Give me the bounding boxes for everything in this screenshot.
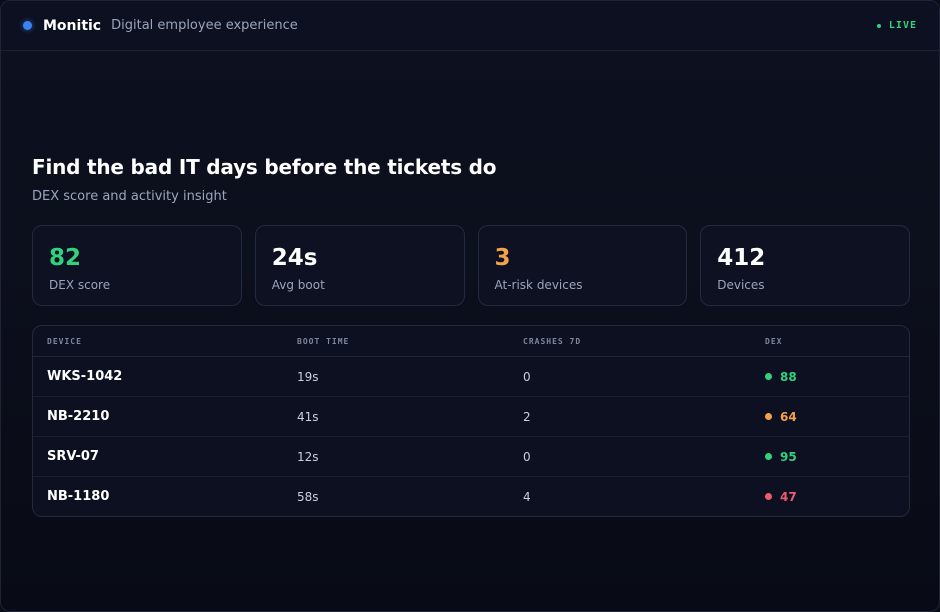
crash-count: 0 <box>509 436 751 477</box>
dex-score: 64 <box>765 410 909 424</box>
stat-label: Devices <box>717 278 765 292</box>
table-row[interactable]: NB-2210 41s 2 64 <box>33 396 909 437</box>
boot-time: 19s <box>283 356 509 397</box>
stat-label: DEX score <box>49 278 111 292</box>
device-name: SRV-07 <box>33 436 283 477</box>
boot-time: 58s <box>297 489 319 504</box>
status-dot-icon <box>765 413 772 420</box>
device-name: WKS-1042 <box>33 356 283 397</box>
table-row[interactable]: NB-1180 58s 4 47 <box>33 477 909 517</box>
brand-name[interactable]: Monitic <box>43 17 102 34</box>
live-label: LIVE <box>888 20 917 31</box>
dex-value: 95 <box>780 449 797 464</box>
brand-logo-dot-icon <box>23 21 32 30</box>
status-dot-icon <box>765 373 772 380</box>
stat-value: 3 <box>494 245 511 271</box>
column-header-crashes[interactable]: CRASHES 7D <box>509 326 751 357</box>
dex-value: 47 <box>780 489 797 504</box>
crash-count: 0 <box>509 356 751 397</box>
brand-tagline: Digital employee experience <box>111 18 298 33</box>
crash-count: 4 <box>523 489 531 504</box>
stat-card-at-risk-devices[interactable]: 3 At-risk devices <box>477 225 688 306</box>
column-header-boot-time[interactable]: BOOT TIME <box>283 326 509 357</box>
crash-count: 2 <box>509 396 751 437</box>
stat-value: 24s <box>271 245 318 271</box>
stat-label: Avg boot <box>271 278 325 292</box>
dex-score: 95 <box>765 450 909 464</box>
dex-score: 88 <box>765 370 909 384</box>
stat-cards: 82 DEX score 24s Avg boot 3 At-risk devi… <box>32 225 910 306</box>
page-subtitle: DEX score and activity insight <box>32 189 227 204</box>
stat-card-dex-score[interactable]: 82 DEX score <box>32 225 242 306</box>
stat-value: 82 <box>49 245 82 271</box>
live-dot-icon <box>876 23 881 28</box>
column-header-device[interactable]: DEVICE <box>33 326 283 357</box>
table-header-row: DEVICE BOOT TIME CRASHES 7D DEX <box>33 326 909 357</box>
dex-cell: 95 <box>751 436 909 477</box>
table-row[interactable]: SRV-07 12s 0 95 <box>33 436 909 477</box>
stat-card-avg-boot[interactable]: 24s Avg boot <box>254 225 465 306</box>
devices-table: DEVICE BOOT TIME CRASHES 7D DEX WKS-1042… <box>32 325 910 517</box>
dex-value: 64 <box>780 409 797 424</box>
top-bar: Monitic Digital employee experience LIVE <box>1 1 939 51</box>
status-dot-icon <box>765 453 772 460</box>
table-row[interactable]: WKS-1042 19s 0 88 <box>33 356 909 397</box>
device-name: NB-2210 <box>33 396 283 437</box>
dex-cell: 64 <box>751 396 909 437</box>
boot-time: 41s <box>283 396 509 437</box>
dex-cell: 47 <box>751 477 909 517</box>
device-name: NB-1180 <box>47 489 110 504</box>
column-header-dex[interactable]: DEX <box>751 326 909 357</box>
status-dot-icon <box>765 493 772 500</box>
stat-value: 412 <box>717 245 766 271</box>
dex-value: 88 <box>780 369 797 384</box>
live-indicator: LIVE <box>876 20 917 31</box>
stat-card-devices[interactable]: 412 Devices <box>700 225 910 306</box>
boot-time: 12s <box>283 436 509 477</box>
dex-score: 47 <box>765 490 909 504</box>
dex-cell: 88 <box>751 356 909 397</box>
page-title: Find the bad IT days before the tickets … <box>32 155 497 179</box>
stat-label: At-risk devices <box>494 278 583 292</box>
main-content: Find the bad IT days before the tickets … <box>32 155 910 517</box>
